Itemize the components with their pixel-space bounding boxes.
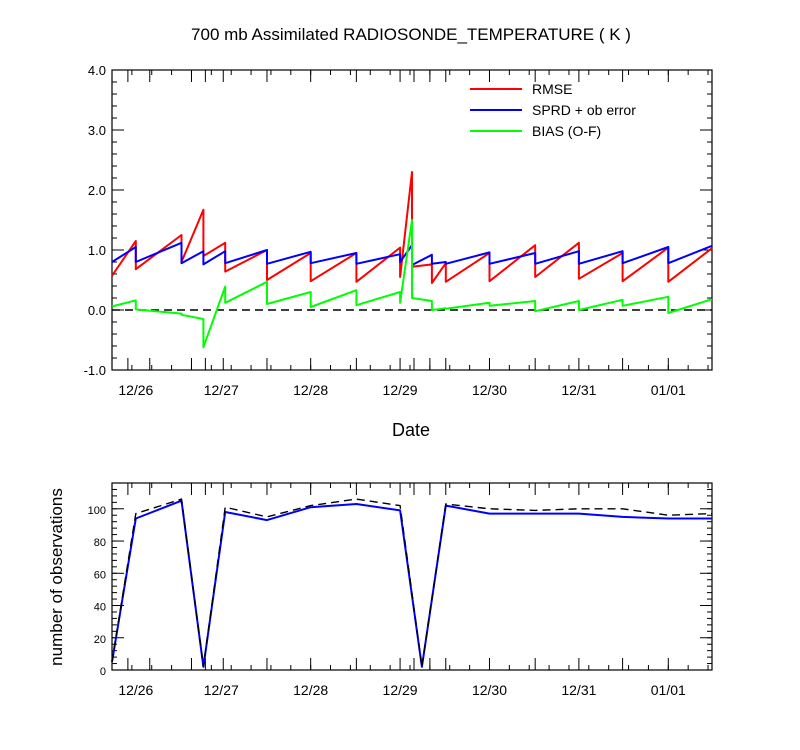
series-line-1 [111, 498, 713, 668]
series-line-1 [111, 241, 713, 266]
x-tick-label: 12/29 [383, 382, 418, 398]
x-tick-label: 12/26 [118, 382, 153, 398]
x-tick-label: 12/27 [204, 382, 239, 398]
bottom-chart-ylabel: number of observations [47, 488, 66, 666]
x-tick-label: 01/01 [651, 382, 686, 398]
top-plot-frame [111, 69, 713, 371]
bottom-plot-frame [111, 482, 713, 671]
y-tick-label: 0.0 [88, 303, 106, 318]
x-tick-label: 12/28 [293, 682, 328, 698]
x-tick-label: 12/30 [472, 682, 507, 698]
top-axis-ticks [112, 69, 712, 371]
legend-label-1: SPRD + ob error [532, 102, 636, 118]
plot-border [111, 69, 713, 371]
top-series-lines [111, 171, 713, 349]
bottom-series-lines [111, 498, 713, 668]
x-tick-label: 12/28 [293, 382, 328, 398]
top-x-tick-labels: 12/26 12/27 12/28 12/29 12/30 12/31 01/01 [118, 382, 686, 398]
x-tick-label: 12/31 [561, 682, 596, 698]
y-tick-label: 3.0 [88, 123, 106, 138]
y-tick-label: 40 [94, 602, 106, 614]
y-tick-label: 80 [94, 537, 106, 549]
bottom-y-tick-labels: 0 20 40 60 80 100 [88, 505, 106, 678]
top-y-tick-labels: -1.0 0.0 1.0 2.0 3.0 4.0 [84, 63, 106, 378]
y-tick-label: 4.0 [88, 63, 106, 78]
top-legend: RMSE SPRD + ob error BIAS (O-F) [470, 81, 636, 139]
y-tick-label: 0 [100, 666, 106, 678]
top-chart-xlabel: Date [392, 420, 430, 440]
y-tick-label: -1.0 [84, 363, 106, 378]
top-chart-title: 700 mb Assimilated RADIOSONDE_TEMPERATUR… [191, 25, 631, 44]
legend-label-0: RMSE [532, 81, 572, 97]
y-tick-label: 2.0 [88, 183, 106, 198]
y-tick-label: 1.0 [88, 243, 106, 258]
x-tick-label: 12/29 [383, 682, 418, 698]
bottom-x-tick-labels: 12/26 12/27 12/28 12/29 12/30 12/31 01/01 [118, 682, 686, 698]
y-tick-label: 60 [94, 569, 106, 581]
x-tick-label: 01/01 [651, 682, 686, 698]
plot-border [111, 482, 713, 671]
bottom-axis-ticks [112, 482, 712, 671]
x-tick-label: 12/27 [204, 682, 239, 698]
y-tick-label: 20 [94, 634, 106, 646]
y-tick-label: 100 [88, 505, 106, 517]
legend-label-2: BIAS (O-F) [532, 123, 601, 139]
series-line-0 [111, 499, 712, 668]
x-tick-label: 12/30 [472, 382, 507, 398]
x-tick-label: 12/26 [118, 682, 153, 698]
series-line-2 [111, 219, 713, 349]
x-tick-label: 12/31 [561, 382, 596, 398]
